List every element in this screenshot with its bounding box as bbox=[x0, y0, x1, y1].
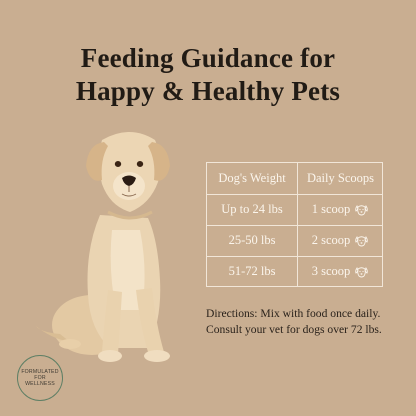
title-line-1: Feeding Guidance for bbox=[80, 43, 336, 73]
dog-right-leg bbox=[136, 288, 164, 352]
dog-right-ear bbox=[148, 142, 170, 181]
labrador-dog-image bbox=[36, 132, 170, 362]
scoops-text: 1 scoop bbox=[311, 202, 351, 216]
feeding-table: Dog's Weight Daily Scoops Up to 24 lbs 1… bbox=[206, 162, 383, 287]
scoops-cell: 3 scoop bbox=[298, 256, 383, 287]
dog-nose bbox=[122, 175, 136, 186]
table-row: 25-50 lbs 2 scoop bbox=[207, 225, 382, 256]
dog-left-paw bbox=[98, 350, 122, 362]
scoops-cell: 2 scoop bbox=[298, 225, 383, 256]
table-divider bbox=[207, 194, 382, 195]
table-divider bbox=[207, 256, 382, 257]
weight-cell: 25-50 lbs bbox=[228, 233, 276, 247]
dog-face-icon bbox=[355, 235, 369, 246]
header-dog-weight: Dog's Weight bbox=[218, 171, 286, 185]
directions-line-1: Directions: Mix with food once daily. bbox=[206, 307, 381, 320]
directions-line-2: Consult your vet for dogs over 72 lbs. bbox=[206, 323, 382, 336]
dog-face-icon bbox=[355, 204, 369, 215]
page-title: Feeding Guidance for Happy & Healthy Pet… bbox=[0, 42, 416, 108]
table-divider bbox=[207, 225, 382, 226]
dog-right-paw bbox=[144, 350, 170, 362]
weight-cell: 51-72 lbs bbox=[228, 264, 276, 278]
dog-left-ear bbox=[86, 142, 108, 181]
table-row: Up to 24 lbs 1 scoop bbox=[207, 194, 382, 225]
table-header-row: Dog's Weight Daily Scoops bbox=[207, 163, 382, 194]
dog-right-eye bbox=[136, 161, 144, 167]
dog-left-eye bbox=[114, 161, 122, 167]
dog-neck-shadow bbox=[107, 210, 153, 220]
table-row: 51-72 lbs 3 scoop bbox=[207, 256, 382, 287]
weight-cell: Up to 24 lbs bbox=[221, 202, 283, 216]
scoops-text: 3 scoop bbox=[311, 264, 351, 278]
dog-face-icon bbox=[355, 266, 369, 277]
scoops-text: 2 scoop bbox=[311, 233, 351, 247]
dog-mouth bbox=[121, 186, 137, 197]
scoops-cell: 1 scoop bbox=[298, 194, 383, 225]
dog-back-paw bbox=[59, 339, 81, 349]
badge-text: FORMULATED FOR WELLNESS bbox=[21, 368, 59, 388]
header-daily-scoops: Daily Scoops bbox=[306, 171, 374, 185]
dog-tail bbox=[36, 326, 70, 342]
dog-head bbox=[99, 132, 161, 212]
dog-left-leg bbox=[102, 290, 122, 354]
title-line-2: Happy & Healthy Pets bbox=[75, 76, 341, 106]
table-column-divider bbox=[297, 163, 298, 286]
directions-text: Directions: Mix with food once daily. Co… bbox=[206, 306, 406, 338]
wellness-badge: FORMULATED FOR WELLNESS bbox=[17, 355, 63, 401]
